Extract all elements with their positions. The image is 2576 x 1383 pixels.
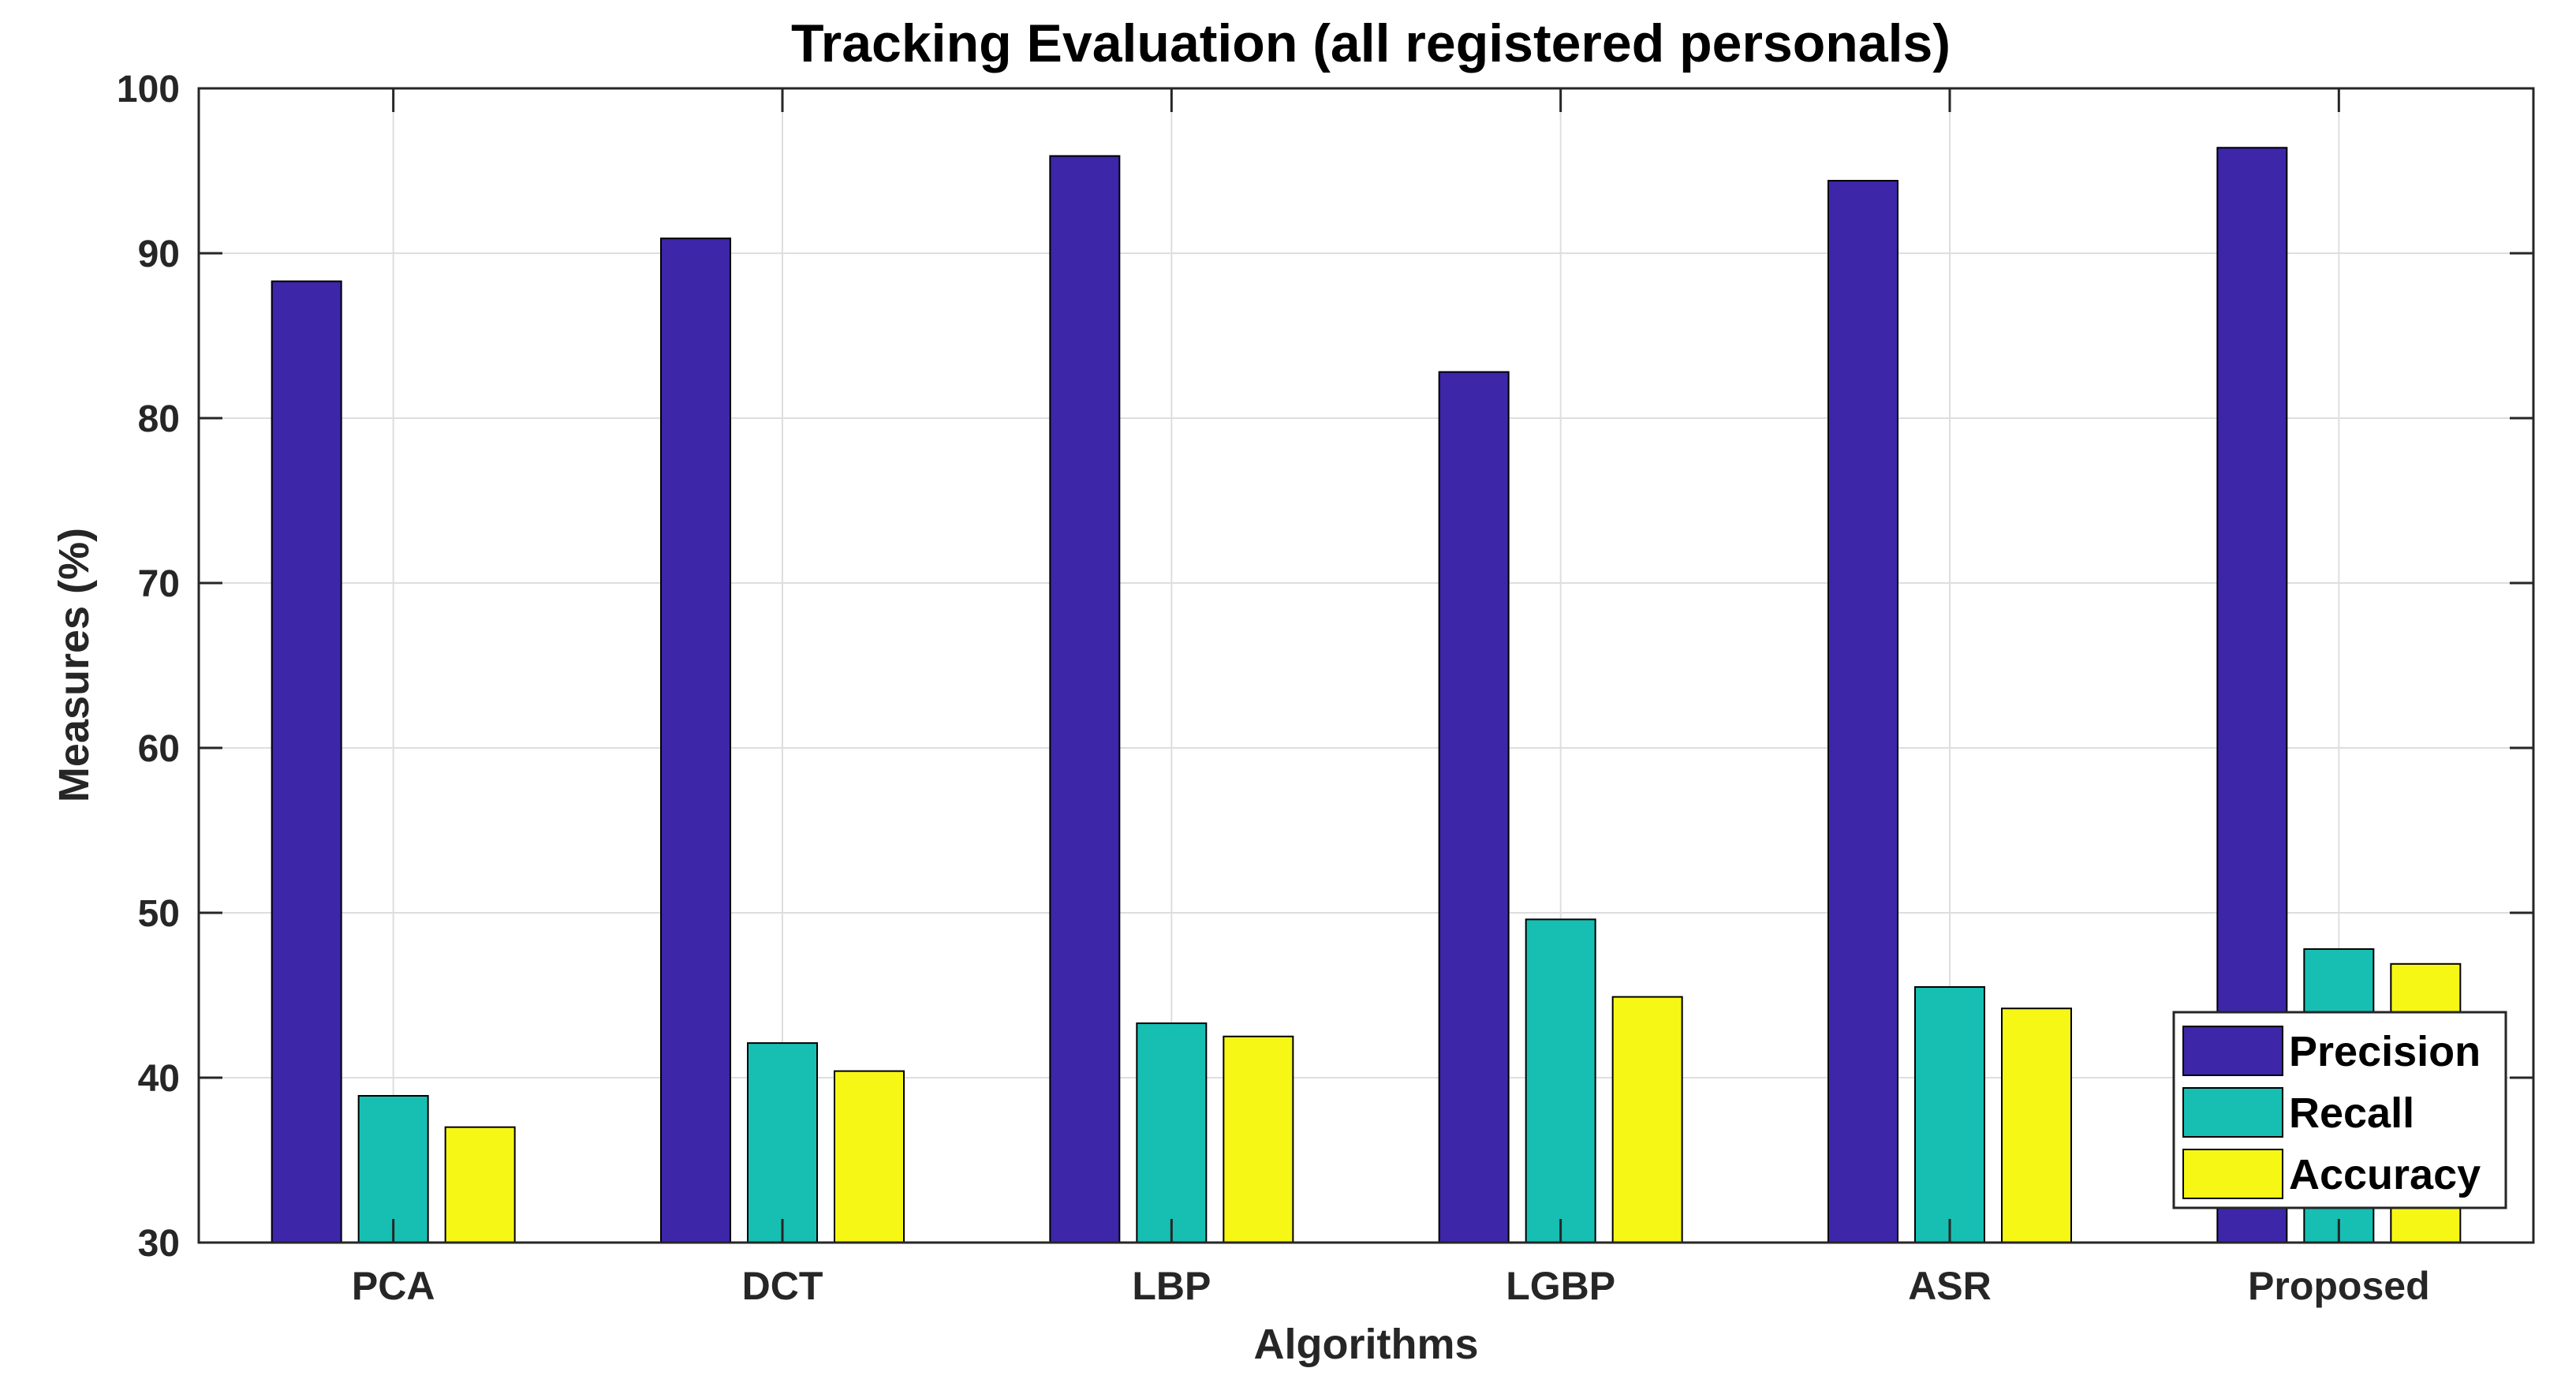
bar-recall-dct <box>747 1042 818 1243</box>
legend-label-accuracy: Accuracy <box>2289 1151 2481 1198</box>
bar-precision-pca <box>271 280 342 1243</box>
legend-swatch-recall <box>2182 1087 2283 1138</box>
chart-title: Tracking Evaluation (all registered pers… <box>791 13 1951 73</box>
legend: Precision Recall Accuracy <box>2172 1011 2507 1209</box>
bar-precision-dct <box>660 237 731 1244</box>
y-tick-label: 50 <box>138 893 180 935</box>
bar-accuracy-lgbp <box>1611 996 1683 1243</box>
x-tick-label: DCT <box>742 1264 823 1308</box>
bar-precision-lbp <box>1049 155 1121 1244</box>
x-tick-label: ASR <box>1908 1264 1992 1308</box>
y-tick-label: 60 <box>138 728 180 770</box>
y-axis: 30 40 50 60 70 80 90 100 <box>117 69 2533 1265</box>
bars <box>271 147 2462 1244</box>
legend-swatch-precision <box>2182 1026 2283 1076</box>
bar-recall-lbp <box>1136 1022 1208 1244</box>
y-tick-label: 30 <box>138 1223 180 1265</box>
bar-accuracy-pca <box>444 1126 516 1243</box>
x-axis: PCA DCT LBP LGBP ASR Proposed <box>352 88 2430 1308</box>
bar-accuracy-dct <box>834 1070 905 1244</box>
x-tick-label: LGBP <box>1506 1264 1615 1308</box>
y-tick-label: 70 <box>138 563 180 605</box>
legend-label-recall: Recall <box>2289 1090 2414 1137</box>
bar-recall-pca <box>357 1094 429 1243</box>
legend-label-precision: Precision <box>2289 1028 2481 1075</box>
y-tick-label: 40 <box>138 1058 180 1100</box>
plot-background <box>199 88 2533 1243</box>
y-tick-label: 100 <box>117 69 180 110</box>
x-tick-label: Proposed <box>2248 1264 2430 1308</box>
x-tick-label: LBP <box>1132 1264 1211 1308</box>
bar-accuracy-asr <box>2001 1007 2072 1243</box>
bar-accuracy-lbp <box>1223 1035 1294 1243</box>
bar-recall-asr <box>1914 986 1985 1244</box>
x-axis-title: Algorithms <box>1253 1321 1478 1368</box>
y-axis-title: Measures (%) <box>50 528 98 802</box>
x-tick-label: PCA <box>352 1264 435 1308</box>
legend-swatch-accuracy <box>2182 1149 2283 1199</box>
plot-area: 30 40 50 60 70 80 90 100 PCA DCT LBP LGBP ASR Propos… <box>117 69 2535 1308</box>
bar-recall-lgbp <box>1525 918 1596 1243</box>
bar-precision-asr <box>1827 180 1898 1243</box>
axes-box <box>197 87 2535 1244</box>
y-tick-label: 90 <box>138 234 180 275</box>
bar-precision-lgbp <box>1438 371 1510 1244</box>
y-tick-label: 80 <box>138 398 180 440</box>
